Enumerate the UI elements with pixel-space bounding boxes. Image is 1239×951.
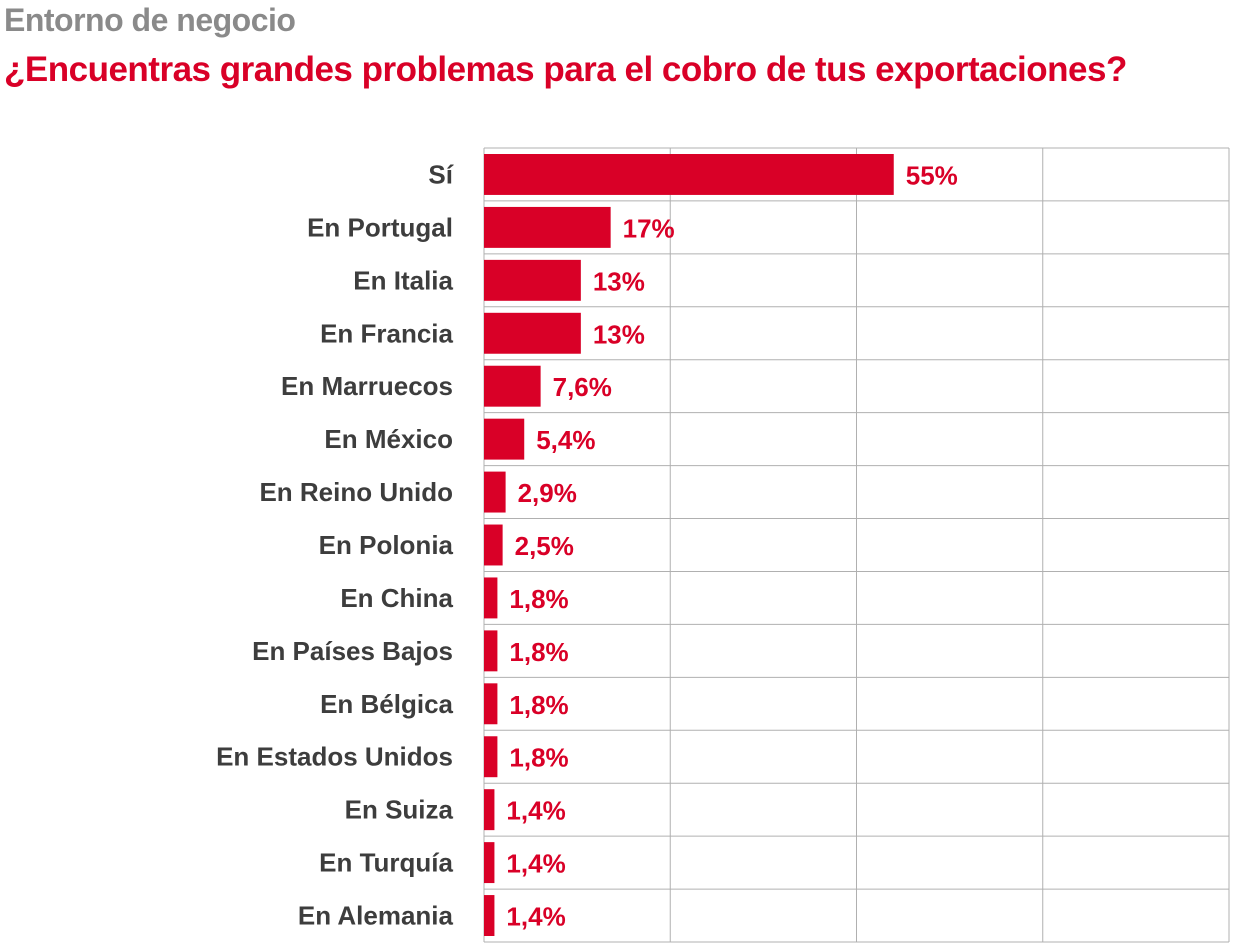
bar	[484, 789, 495, 831]
bar	[484, 736, 498, 778]
bar	[484, 365, 541, 407]
bar	[484, 154, 894, 195]
chart-title: ¿Encuentras grandes problemas para el co…	[4, 50, 1127, 89]
category-label: En Turquía	[319, 848, 453, 878]
bar	[484, 418, 525, 460]
value-label: 55%	[906, 160, 958, 190]
category-label: En Bélgica	[320, 689, 453, 719]
value-label: 5,4%	[536, 425, 595, 455]
bar	[484, 895, 495, 936]
bar	[484, 259, 581, 301]
value-label: 1,8%	[509, 584, 568, 614]
bar	[484, 842, 495, 884]
category-label: En Marruecos	[281, 371, 453, 401]
value-label: 2,5%	[515, 531, 574, 561]
category-label: En Alemania	[298, 901, 454, 931]
bar	[484, 683, 498, 725]
grid	[483, 147, 1230, 943]
category-label: En Reino Unido	[259, 477, 453, 507]
value-label: 13%	[593, 266, 645, 296]
bar	[484, 577, 498, 619]
value-label: 17%	[623, 213, 675, 243]
category-label: En China	[340, 583, 453, 613]
category-label: En Estados Unidos	[216, 742, 453, 772]
bar	[484, 471, 506, 513]
bar	[484, 312, 581, 354]
value-label: 2,9%	[518, 478, 577, 508]
labels: Sí 55% En Portugal 17% En Italia 13% En Franci…	[216, 159, 958, 931]
category-label: En Portugal	[307, 212, 453, 242]
bar	[484, 524, 503, 566]
value-label: 1,4%	[506, 902, 565, 932]
value-label: 1,4%	[506, 849, 565, 879]
value-label: 1,8%	[509, 637, 568, 667]
value-label: 7,6%	[553, 372, 612, 402]
value-label: 13%	[593, 319, 645, 349]
category-label: En Italia	[353, 265, 453, 295]
value-label: 1,8%	[509, 743, 568, 773]
bar	[484, 630, 498, 672]
bars	[484, 154, 894, 936]
bar	[484, 206, 611, 248]
category-label: En Polonia	[319, 530, 454, 560]
category-label: En Suiza	[345, 795, 454, 825]
category-label: En México	[324, 424, 453, 454]
category-label: En Países Bajos	[252, 636, 453, 666]
category-label: Sí	[428, 159, 453, 189]
category-label: En Francia	[320, 318, 453, 348]
chart-kicker: Entorno de negocio	[4, 2, 296, 38]
value-label: 1,8%	[509, 690, 568, 720]
value-label: 1,4%	[506, 796, 565, 826]
